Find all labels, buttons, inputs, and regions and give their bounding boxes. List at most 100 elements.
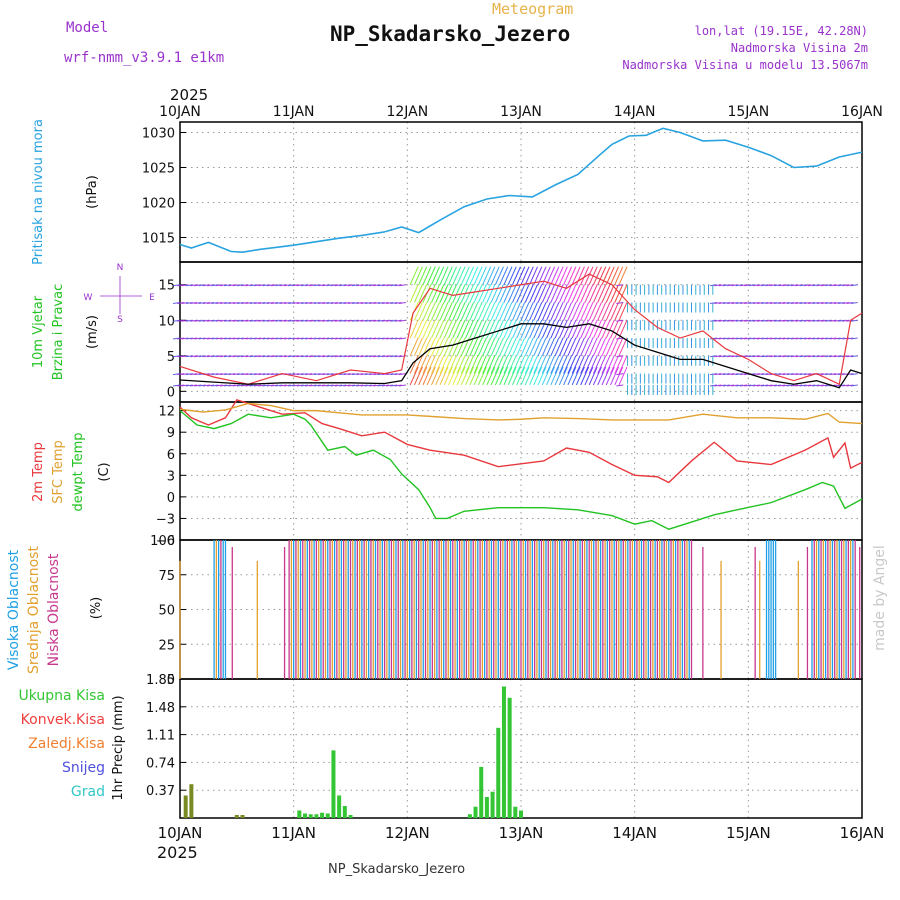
wind-barb xyxy=(381,384,389,387)
wind-barb xyxy=(563,266,573,285)
wind-barb xyxy=(795,319,803,322)
temp-unit: (C) xyxy=(97,462,112,481)
wind-barb xyxy=(364,373,372,376)
wind-barb xyxy=(381,319,389,322)
wind-barb xyxy=(202,302,210,305)
wind-barb xyxy=(731,373,739,376)
wind-barb xyxy=(181,319,189,322)
wind-barb xyxy=(236,284,245,287)
y-tick-label: 50 xyxy=(158,604,175,619)
wind-barb xyxy=(279,384,287,387)
wind-barb xyxy=(351,337,360,340)
wind-barb xyxy=(808,302,816,305)
wind-barb xyxy=(202,284,210,287)
wind-barb xyxy=(373,302,381,305)
wind-barb xyxy=(529,302,538,321)
wind-barb xyxy=(752,373,760,376)
wind-barb xyxy=(812,337,820,340)
date-tick-top: 13JAN xyxy=(500,104,542,120)
wind-barb xyxy=(435,302,445,321)
cloud-label-2: Niska Oblacnost xyxy=(46,553,62,666)
wind-barb xyxy=(601,266,611,285)
wind-barb xyxy=(507,284,517,303)
wind-barb xyxy=(825,337,833,340)
wind-barb xyxy=(584,319,594,339)
wind-barb xyxy=(731,302,739,305)
wind-barb xyxy=(744,337,752,340)
wind-barb xyxy=(456,319,466,339)
wind-barb xyxy=(266,284,274,287)
wind-barb xyxy=(537,355,547,374)
wind-barb xyxy=(452,366,462,386)
wind-barb xyxy=(258,355,266,358)
precip-bar xyxy=(183,795,188,818)
wind-barb xyxy=(452,355,462,374)
wind-barb xyxy=(292,319,300,322)
wind-barb xyxy=(177,302,185,305)
wind-barb xyxy=(550,319,560,339)
wind-barb xyxy=(477,284,487,303)
wind-barb xyxy=(820,373,828,376)
wind-barb xyxy=(317,337,325,340)
wind-barb xyxy=(270,284,279,287)
wind-barb xyxy=(512,266,521,285)
wind-barb xyxy=(279,337,287,340)
wind-barb xyxy=(390,355,398,358)
wind-barb xyxy=(580,266,590,285)
wind-barb xyxy=(448,366,457,386)
wind-barb xyxy=(305,373,313,376)
wind-barb xyxy=(270,337,279,340)
wind-barb xyxy=(507,266,517,285)
wind-barb xyxy=(317,355,325,358)
wind-barb xyxy=(563,284,573,303)
y-tick-label: 5 xyxy=(167,350,175,365)
wind-barb xyxy=(744,355,752,358)
wind-barb xyxy=(422,366,432,386)
wind-barb xyxy=(799,302,807,305)
wind-barb xyxy=(431,366,440,386)
wind-barb xyxy=(413,266,423,285)
wind-barb xyxy=(465,266,475,285)
wind-barb xyxy=(172,302,181,305)
wind-barb xyxy=(494,366,504,386)
wind-barb xyxy=(469,284,479,303)
wind-barb xyxy=(482,284,492,303)
wind-barb xyxy=(418,355,428,374)
wind-barb xyxy=(300,337,308,340)
wind-barb xyxy=(283,284,291,287)
wind-barb xyxy=(803,384,811,387)
wind-barb xyxy=(356,284,364,287)
wind-barb xyxy=(351,373,360,376)
wind-barb xyxy=(739,319,747,322)
wind-barb xyxy=(364,284,372,287)
wind-barb xyxy=(808,284,816,287)
wind-barb xyxy=(279,284,287,287)
wind-ylabel-2: Brzina i Pravac xyxy=(51,284,66,381)
wind-barb xyxy=(739,384,747,387)
wind-barb xyxy=(752,337,760,340)
wind-barb xyxy=(829,302,837,305)
wind-barb xyxy=(605,284,615,303)
wind-barb xyxy=(765,355,773,358)
temp-label-1: SFC Temp xyxy=(51,440,66,504)
wind-barb xyxy=(546,366,556,386)
wind-barb xyxy=(439,319,449,339)
wind-barb xyxy=(309,302,317,305)
wind-barb xyxy=(520,302,530,321)
wind-barb xyxy=(597,266,607,285)
wind-barb xyxy=(270,384,279,387)
wind-barb xyxy=(571,284,581,303)
wind-barb xyxy=(537,366,547,386)
wind-barb xyxy=(262,319,270,322)
wind-barb xyxy=(473,266,483,285)
wind-barb xyxy=(356,302,364,305)
wind-barb xyxy=(494,355,504,374)
wind-barb xyxy=(398,384,406,387)
wind-barb xyxy=(614,266,624,285)
wind-barb xyxy=(172,337,181,340)
wind-barb xyxy=(769,355,777,358)
wind-barb xyxy=(778,302,786,305)
model-label: Model xyxy=(66,20,109,36)
date-tick-top: 14JAN xyxy=(614,104,656,120)
wind-barb xyxy=(215,319,223,322)
